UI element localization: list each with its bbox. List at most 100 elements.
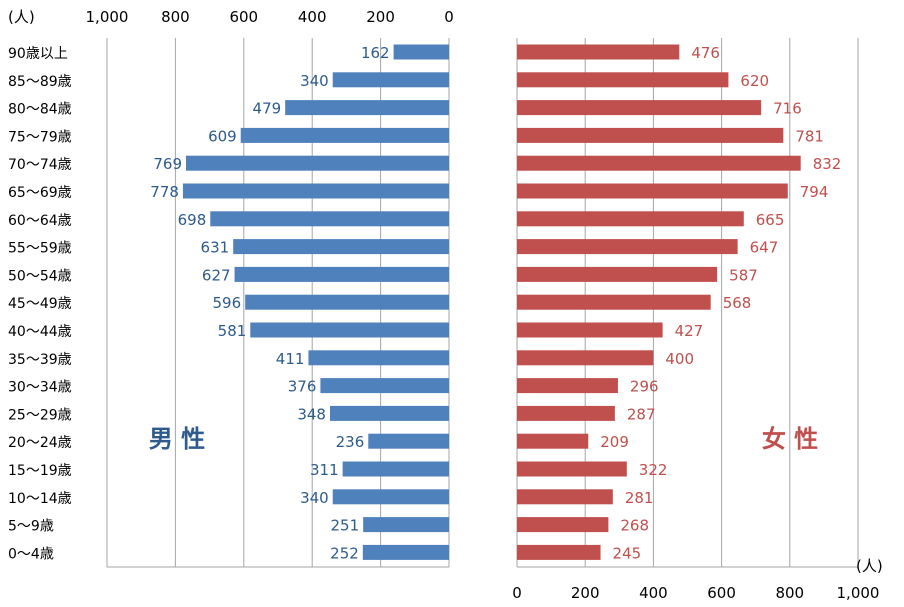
female-data-label: 427 xyxy=(675,322,704,340)
female-data-label: 268 xyxy=(620,517,649,535)
female-bar xyxy=(517,44,680,60)
female-data-label: 281 xyxy=(625,489,654,507)
female-data-label: 620 xyxy=(740,72,769,90)
top-tick-label: 400 xyxy=(298,8,327,26)
female-bar xyxy=(517,378,618,394)
male-bar xyxy=(240,127,449,143)
age-category-label: 55～59歳 xyxy=(8,241,72,257)
age-category-label: 60～64歳 xyxy=(8,213,72,229)
male-data-label: 778 xyxy=(150,183,179,201)
top-tick-label: 600 xyxy=(229,8,258,26)
female-bar xyxy=(517,433,589,449)
unit-label-bottom: (人) xyxy=(856,557,883,575)
female-data-label: 587 xyxy=(729,266,758,284)
female-data-label: 832 xyxy=(813,155,842,173)
female-bar xyxy=(517,322,663,338)
female-bar xyxy=(517,350,654,366)
male-data-label: 236 xyxy=(336,433,365,451)
age-category-label: 75～79歳 xyxy=(8,129,72,145)
top-tick-label: 0 xyxy=(444,8,454,26)
female-bars xyxy=(517,44,801,560)
male-bar xyxy=(285,100,449,116)
female-bar xyxy=(517,155,801,171)
male-data-label: 609 xyxy=(208,127,237,145)
female-data-label: 476 xyxy=(691,44,720,62)
female-data-label: 647 xyxy=(750,239,779,257)
bottom-tick-label: 200 xyxy=(571,584,600,602)
male-data-label: 348 xyxy=(297,405,326,423)
age-category-label: 50～54歳 xyxy=(8,268,72,284)
male-bar xyxy=(332,489,449,505)
unit-label-top: (人) xyxy=(8,8,35,26)
female-data-label: 209 xyxy=(600,433,629,451)
bottom-tick-label: 1,000 xyxy=(837,584,880,602)
female-data-label: 781 xyxy=(795,127,824,145)
top-axis-ticks: 1,000 800 600 400 200 0 xyxy=(86,8,454,26)
age-category-label: 15～19歳 xyxy=(8,463,72,479)
female-bar xyxy=(517,211,744,227)
male-bar xyxy=(233,239,449,255)
bottom-tick-label: 800 xyxy=(775,584,804,602)
male-bar xyxy=(210,211,449,227)
female-data-label: 400 xyxy=(665,350,694,368)
male-data-label: 631 xyxy=(201,239,230,257)
female-bar xyxy=(517,544,601,560)
male-data-label: 581 xyxy=(218,322,247,340)
female-bar xyxy=(517,100,762,116)
age-category-label: 40～44歳 xyxy=(8,324,72,340)
female-bar xyxy=(517,517,609,533)
male-data-label: 311 xyxy=(310,461,339,479)
age-category-label: 30～34歳 xyxy=(8,380,72,396)
age-category-label: 85～89歳 xyxy=(8,74,72,90)
male-data-label: 376 xyxy=(288,378,317,396)
age-category-label: 5～9歳 xyxy=(8,519,54,535)
male-bar xyxy=(368,433,449,449)
male-data-label: 340 xyxy=(300,72,329,90)
female-bar xyxy=(517,239,738,255)
male-data-labels: 162 340 479 609 769 778 698 631 627 596 581 411 376 3… xyxy=(150,44,389,562)
top-tick-label: 200 xyxy=(366,8,395,26)
male-data-label: 627 xyxy=(202,266,231,284)
male-bar xyxy=(308,350,449,366)
top-tick-label: 1,000 xyxy=(86,8,129,26)
age-category-label: 20～24歳 xyxy=(8,435,72,451)
female-bar xyxy=(517,405,615,421)
male-bar xyxy=(182,183,449,199)
male-data-label: 251 xyxy=(331,517,360,535)
female-data-label: 794 xyxy=(800,183,829,201)
male-bar xyxy=(393,44,449,60)
female-data-label: 322 xyxy=(639,461,668,479)
male-bar xyxy=(320,378,449,394)
male-data-label: 596 xyxy=(213,294,242,312)
male-bar xyxy=(342,461,449,477)
male-bar xyxy=(363,517,449,533)
female-bar xyxy=(517,266,718,282)
female-data-label: 287 xyxy=(627,405,656,423)
female-data-label: 568 xyxy=(723,294,752,312)
age-category-label: 10～14歳 xyxy=(8,491,72,507)
male-data-label: 698 xyxy=(178,211,207,229)
male-bar xyxy=(362,544,449,560)
male-data-label: 479 xyxy=(253,100,282,118)
age-category-labels: 90歳以上 85～89歳 80～84歳 75～79歳 70～74歳 65～69歳 60～64… xyxy=(8,46,72,562)
age-category-label: 70～74歳 xyxy=(8,157,72,173)
female-bar xyxy=(517,72,729,88)
age-category-label: 25～29歳 xyxy=(8,407,72,423)
male-data-label: 769 xyxy=(153,155,182,173)
bottom-tick-label: 400 xyxy=(639,584,668,602)
male-data-label: 252 xyxy=(330,544,359,562)
top-tick-label: 800 xyxy=(161,8,190,26)
male-series-label: 男 性 xyxy=(149,425,205,453)
age-category-label: 90歳以上 xyxy=(8,46,68,62)
male-bar xyxy=(329,405,449,421)
female-bar xyxy=(517,183,788,199)
female-data-label: 245 xyxy=(613,544,642,562)
age-category-label: 35～39歳 xyxy=(8,352,72,368)
female-bar xyxy=(517,461,627,477)
male-data-label: 340 xyxy=(300,489,329,507)
female-data-label: 665 xyxy=(756,211,785,229)
bottom-axis-ticks: 0 200 400 600 800 1,000 xyxy=(512,584,879,602)
male-bar xyxy=(234,266,449,282)
age-category-label: 45～49歳 xyxy=(8,296,72,312)
